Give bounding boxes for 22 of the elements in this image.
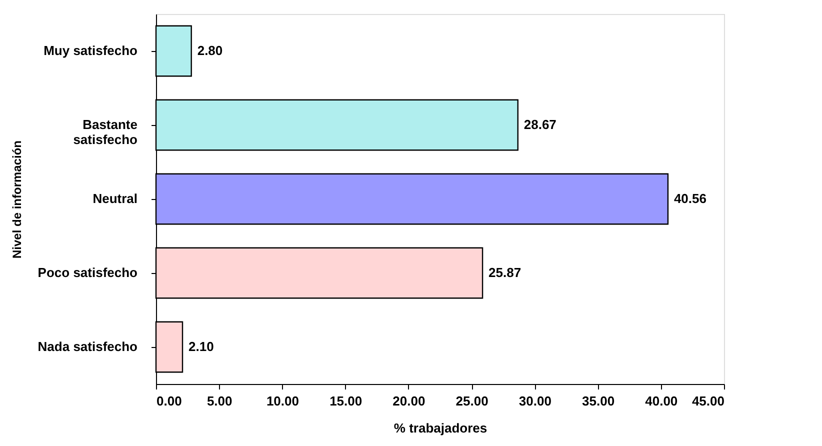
x-tick-label: 40.00 xyxy=(645,394,678,408)
data-label: 28.67 xyxy=(524,117,556,132)
y-tick-label: Poco satisfecho xyxy=(38,265,138,280)
x-tick-label: 20.00 xyxy=(392,394,426,408)
y-tick-label: Neutral xyxy=(92,191,138,206)
x-tick-label: 15.00 xyxy=(330,394,362,408)
y-tick-label: Muy satisfecho xyxy=(44,43,138,58)
y-tick-label: Nada satisfecho xyxy=(38,339,138,354)
y-tick-label: Bastante satisfecho xyxy=(73,117,138,147)
x-tick-label: 30.00 xyxy=(518,394,552,408)
x-tick-label: 10.00 xyxy=(266,394,299,408)
x-tick-label: 5.00 xyxy=(206,394,232,408)
data-label: 40.56 xyxy=(674,191,707,206)
x-tick-label: 35.00 xyxy=(582,394,615,408)
data-label: 2.10 xyxy=(188,339,214,354)
x-tick-label: 0.00 xyxy=(156,394,182,408)
y-axis-title: Nivel de información xyxy=(10,140,24,259)
x-axis-title: % trabajadores xyxy=(394,420,488,436)
x-tick-label: 25.00 xyxy=(456,394,488,408)
data-label: 2.80 xyxy=(197,43,223,58)
x-tick-label: 45.00 xyxy=(692,394,724,408)
data-label: 25.87 xyxy=(488,265,522,280)
